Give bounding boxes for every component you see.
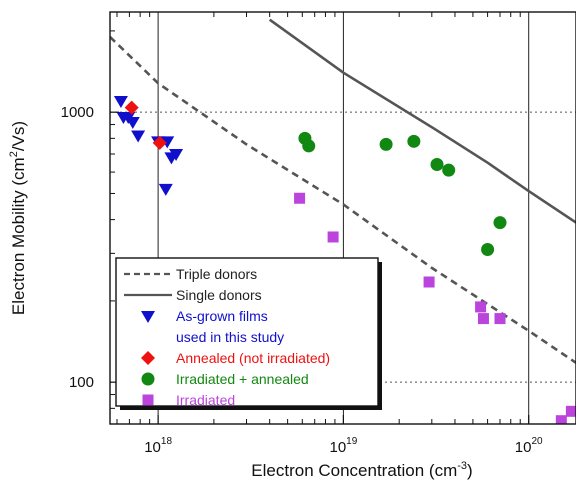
point-as-grown-films — [113, 96, 128, 109]
point-irradiated — [555, 415, 567, 424]
point-irradiated — [494, 313, 506, 325]
legend-label-single-donors: Single donors — [176, 287, 262, 303]
point-irradiated-annealed — [407, 134, 421, 148]
point-irradiated-annealed — [430, 158, 444, 172]
point-irradiated — [477, 313, 489, 325]
legend: Triple donors Single donors As-grown films… — [115, 257, 382, 410]
legend-swatch-as-grown-films — [141, 311, 155, 323]
point-irradiated-annealed — [379, 137, 393, 151]
point-irradiated-annealed — [481, 243, 495, 257]
point-irradiated — [565, 405, 576, 417]
legend-swatch-annealed-not-irradiated — [141, 351, 155, 365]
x-tick-label: 1019 — [329, 436, 357, 456]
legend-label-irradiated: Irradiated — [176, 392, 235, 408]
axis-ticks: 1018 1019 1020 100 1000 — [61, 12, 543, 456]
point-as-grown-films — [158, 183, 173, 196]
legend-swatch-irradiated-annealed — [141, 372, 155, 386]
point-as-grown-films — [160, 136, 175, 149]
data-points — [113, 96, 576, 424]
point-annealed-not-irradiated — [152, 135, 167, 150]
point-irradiated-annealed — [493, 216, 507, 230]
series-line-triple-donors — [110, 35, 576, 364]
x-axis-label: Electron Concentration (cm-3) — [251, 460, 472, 480]
y-tick-label: 100 — [69, 374, 94, 391]
curves — [110, 18, 576, 364]
point-irradiated-annealed — [302, 139, 316, 153]
point-irradiated — [294, 192, 306, 204]
y-tick-label: 1000 — [61, 104, 94, 121]
point-irradiated — [327, 231, 339, 243]
point-irradiated — [423, 276, 435, 288]
x-tick-label: 1020 — [515, 436, 543, 456]
point-annealed-not-irradiated — [124, 100, 139, 115]
point-irradiated — [475, 301, 487, 313]
point-as-grown-films — [131, 130, 146, 143]
point-as-grown-films — [169, 149, 184, 162]
legend-box — [115, 257, 379, 407]
legend-label-as-grown-films: As-grown films — [176, 308, 268, 324]
legend-label-annealed-not-irradiated: Annealed (not irradiated) — [176, 350, 330, 366]
x-tick-label: 1018 — [144, 436, 172, 456]
legend-label-irradiated-annealed: Irradiated + annealed — [176, 371, 309, 387]
y-axis-label: Electron Mobility (cm2/Vs) — [8, 121, 28, 315]
series-line-single-donors — [268, 18, 576, 224]
legend-label-triple-donors: Triple donors — [176, 266, 257, 282]
legend-swatch-irradiated — [142, 394, 154, 406]
point-irradiated-annealed — [442, 163, 456, 177]
point-as-grown-films — [125, 116, 140, 129]
legend-label-as-grown-films-cont: used in this study — [176, 329, 284, 345]
